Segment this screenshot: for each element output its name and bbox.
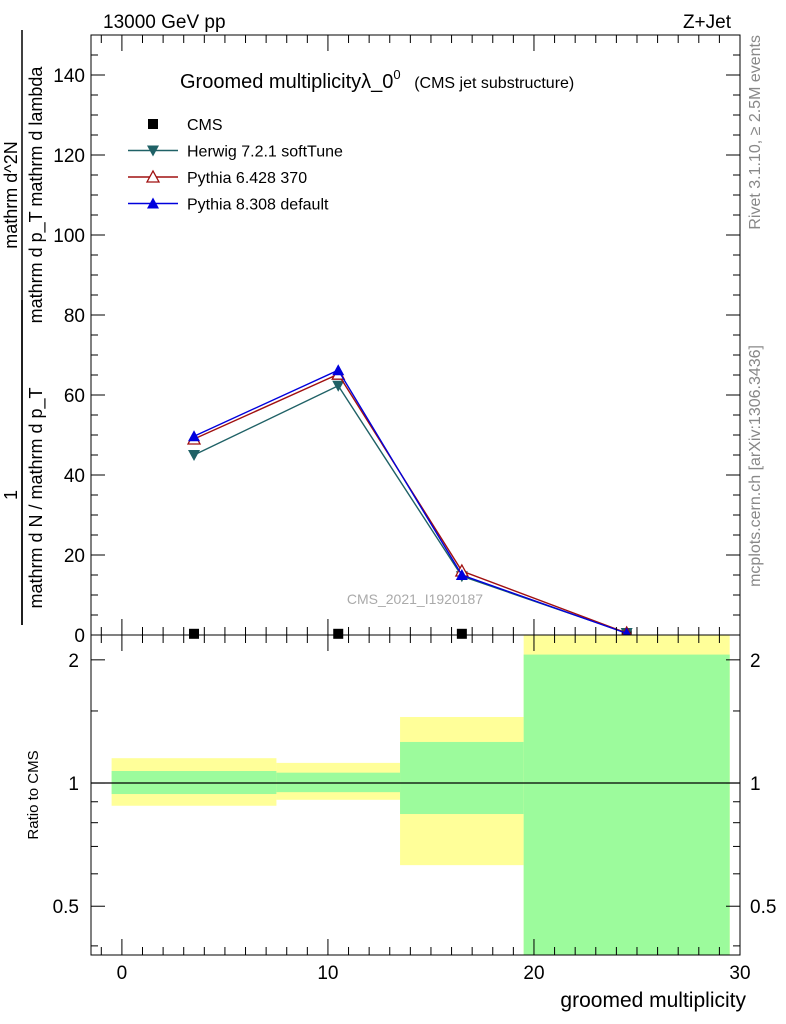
ylabel-main-top: mathrm d^2N	[1, 141, 21, 248]
data-point	[332, 364, 345, 376]
legend-entry: Pythia 6.428 370	[128, 169, 307, 187]
x-tick-label: 20	[523, 963, 544, 984]
legend-label: Pythia 6.428 370	[187, 170, 307, 187]
y-tick-label: 60	[64, 386, 85, 407]
mcplots-label: mcplots.cern.ch [arXiv:1306.3436]	[747, 345, 764, 587]
ratio-y-tick-label: 1	[68, 774, 79, 795]
legend-label: Pythia 8.308 default	[187, 197, 329, 214]
y-tick-label: 100	[53, 226, 85, 247]
y-tick-label: 120	[53, 146, 85, 167]
ratio-y-tick-label-right: 2	[750, 651, 761, 672]
legend-label: Herwig 7.2.1 softTune	[187, 144, 343, 161]
legend-marker	[147, 197, 159, 209]
stat-uncertainty-band	[523, 654, 730, 955]
ratio-ylabel: Ratio to CMS	[25, 750, 42, 839]
y-tick-label: 40	[64, 466, 85, 487]
y-tick-label: 80	[64, 306, 85, 327]
chart-title: Groomed multiplicityλ_00 (CMS jet substr…	[180, 62, 574, 93]
y-tick-label: 140	[53, 66, 85, 87]
ratio-y-tick-label-right: 1	[750, 774, 761, 795]
main-ylabel: 1 mathrm d N / mathrm d p_T mathrm d^2N …	[1, 30, 47, 625]
x-axis-label: groomed multiplicity	[560, 989, 746, 1012]
main-panel: CMS_2021_I1920187 Groomed multiplicityλ_…	[53, 34, 741, 647]
series-line	[193, 369, 627, 635]
ratio-y-tick-label-right: 0.5	[750, 897, 776, 918]
y-tick-label: 0	[74, 626, 85, 647]
data-point	[455, 569, 468, 580]
rivet-label: Rivet 3.1.10, ≥ 2.5M events	[747, 35, 764, 230]
x-tick-label: 30	[729, 963, 750, 984]
y-tick-label: 20	[64, 546, 85, 567]
x-tick-label: 10	[317, 963, 338, 984]
x-tick-label: 0	[117, 963, 128, 984]
legend-marker	[148, 119, 158, 129]
ylabel-frac-top: 1	[1, 490, 21, 500]
ratio-frame	[90, 634, 741, 956]
ratio-y-tick-label: 0.5	[53, 897, 79, 918]
data-point	[332, 380, 345, 392]
ratio-panel: 0.5 0.51 12 20 10 20 30	[53, 634, 776, 984]
data-point	[188, 450, 201, 461]
legend-entry: CMS	[148, 117, 223, 134]
ratio-y-tick-label: 2	[68, 651, 79, 672]
legend-label: CMS	[187, 117, 223, 134]
ylabel-main-bottom: mathrm d p_T mathrm d lambda	[26, 66, 47, 324]
legend-entry: Herwig 7.2.1 softTune	[128, 144, 343, 161]
process-label: Z+Jet	[683, 12, 732, 33]
chart-subtitle: (CMS jet substructure)	[414, 75, 574, 92]
data-point	[188, 430, 201, 442]
data-point	[333, 628, 344, 639]
chart-title-main: Groomed multiplicityλ_0	[180, 71, 393, 93]
watermark: CMS_2021_I1920187	[347, 591, 483, 607]
stat-uncertainty-band	[276, 772, 401, 793]
ylabel-frac-bottom: mathrm d N / mathrm d p_T	[26, 387, 47, 608]
data-point	[456, 628, 467, 639]
energy-label: 13000 GeV pp	[103, 12, 226, 33]
chart-title-sup: 0	[393, 67, 400, 82]
legend: CMS Herwig 7.2.1 softTune Pythia 6.428 370…	[128, 117, 343, 214]
stat-uncertainty-band	[400, 741, 524, 815]
legend-entry: Pythia 8.308 default	[128, 197, 329, 214]
data-point	[189, 628, 200, 639]
legend-marker	[145, 169, 161, 183]
legend-marker	[147, 145, 159, 157]
